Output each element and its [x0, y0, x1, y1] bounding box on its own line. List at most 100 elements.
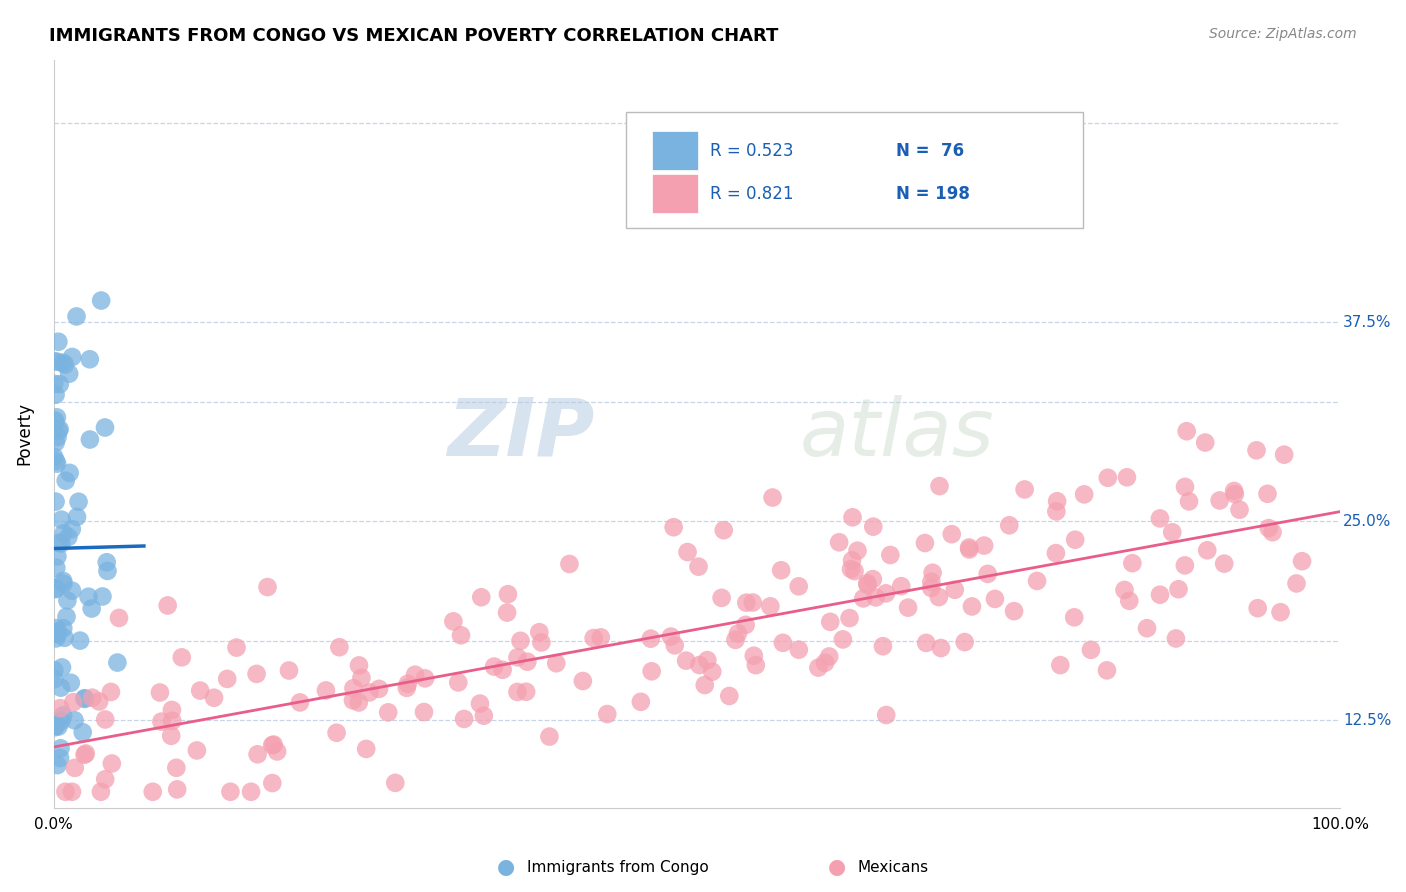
Point: [94, 713, 117, 727]
Point: [359, 685, 381, 699]
Point: [741, 595, 763, 609]
Point: [953, 635, 976, 649]
Point: [920, 581, 942, 595]
Point: [69, 633, 91, 648]
Point: [52, 576, 75, 591]
Point: [94, 772, 117, 787]
Point: [572, 673, 595, 688]
Point: [160, 729, 183, 743]
Point: [58, 530, 80, 544]
Point: [735, 596, 758, 610]
Point: [928, 479, 950, 493]
Point: [472, 708, 495, 723]
Point: [841, 553, 863, 567]
Point: [350, 671, 373, 685]
Point: [1063, 610, 1085, 624]
Point: [702, 665, 724, 679]
Point: [1080, 643, 1102, 657]
Point: [288, 695, 311, 709]
Point: [841, 510, 863, 524]
Point: [67, 494, 90, 508]
Point: [664, 639, 686, 653]
Point: [977, 566, 1000, 581]
Point: [42, 450, 65, 464]
Point: [1272, 448, 1295, 462]
Point: [73, 691, 96, 706]
Point: [745, 658, 768, 673]
Point: [80, 601, 103, 615]
Point: [51, 513, 73, 527]
Point: [91, 590, 114, 604]
Point: [75, 747, 97, 761]
Point: [1167, 582, 1189, 597]
Point: [973, 539, 995, 553]
Point: [63, 761, 86, 775]
Point: [589, 631, 612, 645]
Point: [1261, 525, 1284, 540]
Point: [55, 609, 77, 624]
Point: [48, 535, 70, 549]
Point: [46, 430, 69, 444]
Point: [1026, 574, 1049, 588]
Point: [482, 659, 505, 673]
Point: [65, 310, 87, 324]
Point: [838, 611, 860, 625]
Point: [395, 681, 418, 695]
Point: [506, 685, 529, 699]
Point: [101, 756, 124, 771]
Point: [713, 523, 735, 537]
Point: [46, 549, 69, 564]
Point: [506, 650, 529, 665]
Point: [470, 591, 492, 605]
Point: [1161, 525, 1184, 540]
Point: [1175, 424, 1198, 438]
Point: [217, 672, 239, 686]
Point: [960, 599, 983, 614]
Point: [52, 356, 75, 370]
Point: [245, 666, 267, 681]
Point: [108, 611, 131, 625]
Point: [52, 708, 75, 723]
Point: [328, 640, 350, 655]
Point: [62, 695, 84, 709]
Point: [52, 526, 75, 541]
Point: [49, 377, 72, 392]
Point: [48, 334, 70, 349]
Point: [105, 656, 128, 670]
Text: Mexicans: Mexicans: [858, 860, 929, 874]
Point: [862, 572, 884, 586]
Point: [1097, 471, 1119, 485]
Point: [100, 685, 122, 699]
Point: [1285, 576, 1308, 591]
Point: [558, 557, 581, 571]
Text: ●: ●: [498, 857, 515, 877]
Point: [1149, 588, 1171, 602]
Point: [828, 535, 851, 549]
Point: [63, 713, 86, 727]
Point: [53, 358, 76, 372]
Point: [1229, 502, 1251, 516]
Point: [1064, 533, 1087, 547]
Point: [55, 785, 77, 799]
Point: [468, 697, 491, 711]
Point: [354, 742, 377, 756]
Point: [450, 628, 472, 642]
Point: [839, 562, 862, 576]
Point: [879, 548, 901, 562]
Point: [256, 580, 278, 594]
Point: [347, 658, 370, 673]
Point: [710, 591, 733, 605]
Point: [1095, 664, 1118, 678]
Text: 25.0%: 25.0%: [1343, 514, 1392, 529]
Point: [225, 640, 247, 655]
Point: [662, 520, 685, 534]
Point: [160, 703, 183, 717]
Point: [865, 591, 887, 605]
Point: [219, 785, 242, 799]
Point: [630, 695, 652, 709]
Point: [46, 758, 69, 772]
Point: [413, 705, 436, 719]
Point: [509, 633, 531, 648]
Point: [60, 583, 83, 598]
Point: [49, 681, 72, 695]
